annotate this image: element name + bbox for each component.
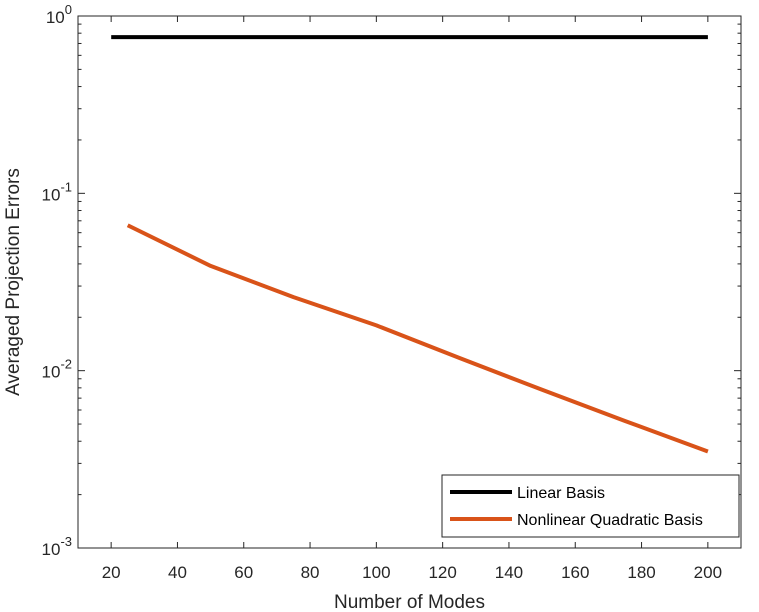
series-layer <box>111 35 709 454</box>
legend-items: Linear Basis Nonlinear Quadratic Basis <box>450 485 703 529</box>
legend-label-2: Nonlinear Quadratic Basis <box>517 512 703 529</box>
legend: Linear Basis Nonlinear Quadratic Basis <box>441 474 740 538</box>
x-tick-label: 140 <box>495 563 523 582</box>
y-tick-label: 10-3 <box>42 534 72 559</box>
x-axis-ticks: 20 40 60 80 100 120 140 160 180 200 <box>102 16 722 582</box>
x-tick-label: 40 <box>168 563 187 582</box>
x-tick-label: 20 <box>102 563 121 582</box>
series-line-2 <box>126 223 709 454</box>
x-tick-label: 100 <box>362 563 390 582</box>
x-tick-label: 80 <box>301 563 320 582</box>
x-tick-label: 180 <box>627 563 655 582</box>
legend-label-1: Linear Basis <box>517 485 605 502</box>
x-axis-label: Number of Modes <box>334 592 485 612</box>
x-tick-label: 120 <box>428 563 456 582</box>
y-tick-label: 100 <box>46 2 72 27</box>
legend-box <box>441 474 740 538</box>
y-tick-label: 10-1 <box>42 179 72 204</box>
x-tick-label: 200 <box>694 563 722 582</box>
y-axis-label: Averaged Projection Errors <box>3 168 24 396</box>
x-tick-label: 160 <box>561 563 589 582</box>
axes-box <box>77 15 742 549</box>
x-tick-label: 60 <box>234 563 253 582</box>
y-axis-ticks: 10-3 10-2 10-1 100 <box>42 2 741 559</box>
y-tick-label: 10-2 <box>42 357 72 382</box>
